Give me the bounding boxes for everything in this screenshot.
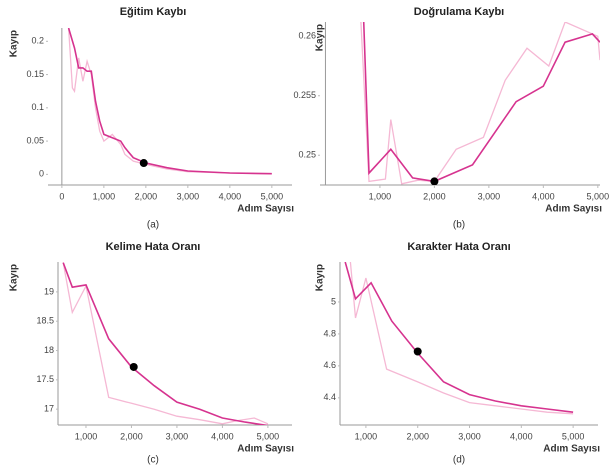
caption: (c): [147, 455, 159, 466]
x-tick-label: 1,000: [75, 431, 98, 441]
x-tick-label: 3,000: [478, 191, 501, 201]
series-line: [67, 28, 272, 175]
x-tick-label: 5,000: [261, 191, 284, 201]
y-axis-label: Kayıp: [315, 264, 326, 291]
x-tick-label: 4,000: [510, 431, 533, 441]
y-tick-label: 4.6: [323, 360, 336, 370]
x-tick-label: 3,000: [166, 431, 189, 441]
chart-title: Eğitim Kaybı: [120, 6, 187, 18]
y-tick-label: 0.2: [31, 36, 44, 46]
y-tick-label: 5: [331, 296, 336, 306]
series-line: [67, 28, 272, 175]
y-tick-label: 0: [39, 169, 44, 179]
y-tick-label: 18.5: [36, 316, 54, 326]
plot-area: [344, 262, 574, 415]
chart-title: Kelime Hata Oranı: [106, 241, 201, 253]
y-tick-label: 0.26: [298, 31, 316, 41]
y-axis-label: Kayıp: [9, 264, 20, 291]
y-tick-label: 4.8: [323, 328, 336, 338]
x-tick-label: 2,000: [406, 431, 429, 441]
highlight-point: [139, 159, 148, 168]
y-tick-label: 0.1: [31, 102, 44, 112]
highlight-point: [413, 347, 422, 356]
x-tick-label: 4,000: [211, 431, 234, 441]
y-tick-label: 0.25: [298, 150, 316, 160]
x-axis-label: Adım Sayısı: [543, 444, 600, 455]
y-tick-label: 19: [44, 286, 54, 296]
x-tick-label: 4,000: [532, 191, 555, 201]
series-line: [62, 262, 269, 425]
x-tick-label: 3,000: [177, 191, 200, 201]
chart-panel: Karakter Hata Oranı Kayıp Adım Sayısı (d) 4.…: [315, 241, 601, 466]
caption: (a): [147, 220, 159, 231]
plot-area: [67, 28, 272, 175]
y-tick-label: 0.15: [26, 69, 44, 79]
highlight-point: [430, 177, 439, 185]
y-axis-label: Kayıp: [315, 24, 326, 51]
x-tick-label: 2,000: [423, 191, 446, 201]
chart-title: Karakter Hata Oranı: [407, 241, 510, 253]
highlight-point: [129, 362, 138, 371]
x-tick-label: 1,000: [355, 431, 378, 441]
caption: (b): [453, 220, 465, 231]
y-tick-label: 4.4: [323, 392, 336, 402]
y-tick-label: 0.05: [26, 135, 44, 145]
series-line: [360, 22, 600, 185]
plot-area: [62, 262, 269, 425]
chart-title: Doğrulama Kaybı: [414, 6, 504, 18]
x-axis-label: Adım Sayısı: [237, 204, 294, 215]
x-tick-label: 2,000: [135, 191, 158, 201]
x-axis-label: Adım Sayısı: [545, 204, 602, 215]
chart-panel: Eğitim Kaybı Kayıp Adım Sayısı (a) 0 0.05 0.1 0…: [9, 6, 295, 231]
y-tick-label: 17: [44, 404, 54, 414]
x-tick-label: 5,000: [587, 191, 610, 201]
x-tick-label: 1,000: [369, 191, 392, 201]
plot-area: [360, 22, 600, 185]
y-tick-label: 18: [44, 345, 54, 355]
y-tick-label: 0.255: [293, 90, 316, 100]
series-line: [62, 262, 269, 425]
x-tick-label: 1,000: [93, 191, 116, 201]
x-tick-label: 0: [59, 191, 64, 201]
series-line: [344, 262, 574, 413]
y-tick-label: 17.5: [36, 374, 54, 384]
series-line: [362, 22, 600, 183]
x-tick-label: 5,000: [562, 431, 585, 441]
y-axis-label: Kayıp: [9, 30, 20, 57]
caption: (d): [453, 455, 465, 466]
x-tick-label: 2,000: [120, 431, 143, 441]
chart-panel: Doğrulama Kaybı Kayıp Adım Sayısı (b) 0.25 0.…: [293, 6, 609, 231]
x-tick-label: 5,000: [257, 431, 280, 441]
chart-panel: Kelime Hata Oranı Kayıp Adım Sayısı (c) 17 17…: [9, 241, 295, 466]
x-tick-label: 3,000: [458, 431, 481, 441]
x-tick-label: 4,000: [219, 191, 242, 201]
x-axis-label: Adım Sayısı: [237, 444, 294, 455]
